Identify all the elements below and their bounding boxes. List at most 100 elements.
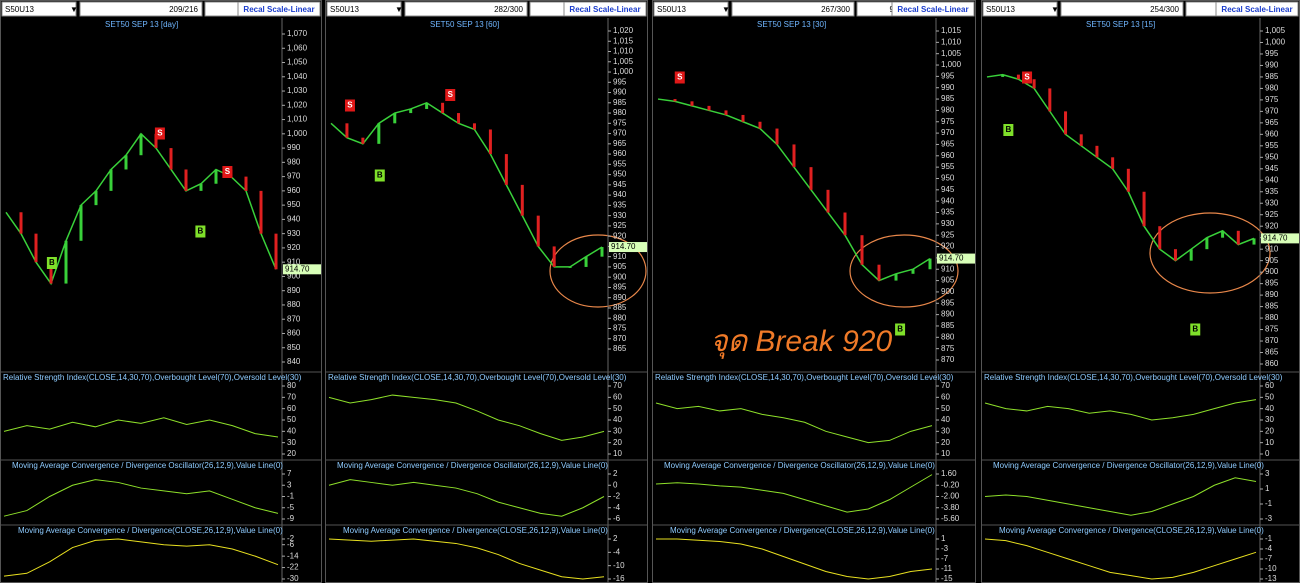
indicator-tick-label: 20 — [941, 438, 950, 447]
last-price-text: 914.70 — [939, 254, 964, 263]
price-tick-label: 860 — [1265, 359, 1279, 368]
indicator-title: Relative Strength Index(CLOSE,14,30,70),… — [984, 373, 1283, 382]
candle — [724, 110, 728, 115]
recal-button[interactable] — [563, 1, 647, 17]
indicator-tick-label: -22 — [287, 563, 299, 572]
price-tick-label: 940 — [287, 215, 301, 224]
candle — [1221, 230, 1225, 238]
price-tick-label: 860 — [287, 329, 301, 338]
rsi-line — [328, 394, 605, 441]
recal-button[interactable] — [237, 1, 321, 17]
last-price-tag — [1261, 233, 1299, 244]
indicator-tick-label: 3 — [287, 480, 292, 489]
symbol-dropdown[interactable] — [982, 1, 1058, 17]
indicator-tick-label: 70 — [613, 381, 622, 390]
indicator-tick-label: -10 — [1265, 564, 1277, 573]
price-tick-label: 905 — [613, 262, 627, 271]
candle — [1048, 88, 1052, 112]
symbol-dropdown[interactable] — [1, 1, 77, 17]
candle — [741, 114, 745, 122]
price-tick-label: 910 — [287, 257, 301, 266]
price-tick-label: 980 — [1265, 84, 1279, 93]
price-tick-label: 1,060 — [287, 43, 308, 52]
price-tick-label: 995 — [613, 77, 627, 86]
price-tick-label: 900 — [613, 272, 627, 281]
price-tick-label: 985 — [941, 94, 955, 103]
price-tick-label: 990 — [1265, 61, 1279, 70]
last-price-tag — [283, 264, 321, 275]
candle — [361, 137, 365, 144]
price-tick-label: 985 — [613, 98, 627, 107]
indicator-tick-label: -1 — [287, 492, 295, 501]
candle — [49, 262, 53, 284]
signal-marker — [445, 89, 456, 101]
price-tick-label: 880 — [613, 313, 627, 322]
price-tick-label: 970 — [941, 128, 955, 137]
price-tick-label: 990 — [941, 83, 955, 92]
candle — [441, 102, 445, 114]
indicator-tick-label: -5 — [287, 503, 295, 512]
indicator-tick-label: 70 — [287, 392, 296, 401]
indicator-tick-label: -5.60 — [941, 514, 960, 523]
indicator-tick-label: -7 — [1265, 554, 1273, 563]
indicator-tick-label: 50 — [613, 404, 622, 413]
indicator-tick-label: -6 — [613, 514, 621, 523]
candle — [1064, 111, 1068, 135]
price-tick-label: 910 — [1265, 244, 1279, 253]
indicator-tick-label: -13 — [1265, 574, 1277, 583]
price-tick-label: 1,000 — [613, 67, 634, 76]
recal-button[interactable] — [891, 1, 975, 17]
chart-title: SET50 SEP 13 [day] — [105, 20, 178, 29]
candle — [409, 108, 413, 114]
indicator-tick-label: -11 — [941, 564, 953, 573]
price-tick-label: 985 — [1265, 72, 1279, 81]
price-tick-label: 905 — [941, 276, 955, 285]
indicator-title: Moving Average Convergence / Divergence(… — [18, 526, 283, 535]
indicator-tick-label: 60 — [613, 392, 622, 401]
price-tick-label: 1,015 — [613, 36, 634, 45]
signal-marker — [674, 71, 685, 84]
signal-label: B — [1192, 325, 1198, 334]
price-tick-label: 950 — [613, 170, 627, 179]
signal-label: S — [157, 129, 163, 138]
indicator-tick-label: 1 — [941, 534, 946, 543]
recal-button-text: Recal Scale-Linear — [569, 5, 640, 14]
price-tick-label: 870 — [1265, 336, 1279, 345]
symbol-text: S50U13 — [5, 5, 34, 14]
price-tick-label: 900 — [941, 287, 955, 296]
symbol-dropdown[interactable] — [326, 1, 402, 17]
price-tick-label: 1,040 — [287, 72, 308, 81]
candle — [758, 121, 762, 129]
macd2-line — [3, 538, 279, 577]
symbol-dropdown[interactable] — [653, 1, 729, 17]
indicator-tick-label: -7 — [941, 554, 949, 563]
price-tick-label: 990 — [613, 88, 627, 97]
price-tick-label: 945 — [613, 180, 627, 189]
price-tick-label: 1,070 — [287, 29, 308, 38]
candle — [600, 247, 604, 257]
indicator-tick-label: 3 — [1265, 469, 1270, 478]
indicator-tick-label: -2.00 — [941, 492, 960, 501]
indicator-tick-label: 60 — [287, 404, 296, 413]
price-tick-label: 885 — [1265, 302, 1279, 311]
signal-label: B — [49, 258, 55, 267]
indicator-tick-label: -1 — [1265, 499, 1273, 508]
candle — [377, 123, 381, 144]
indicator-tick-label: -4 — [613, 547, 621, 556]
price-tick-label: 875 — [941, 344, 955, 353]
indicator-tick-label: 20 — [1265, 426, 1274, 435]
indicator-tick-label: 2 — [613, 469, 618, 478]
price-tick-label: 885 — [613, 303, 627, 312]
symbol-text: S50U13 — [657, 5, 686, 14]
price-tick-label: 945 — [941, 185, 955, 194]
price-tick-label: 925 — [941, 230, 955, 239]
price-tick-label: 995 — [941, 71, 955, 80]
price-tick-label: 930 — [287, 229, 301, 238]
indicator-tick-label: 40 — [941, 415, 950, 424]
price-tick-label: 895 — [613, 283, 627, 292]
candle — [775, 128, 779, 145]
recal-button[interactable] — [1215, 1, 1299, 17]
indicator-tick-label: 30 — [287, 438, 296, 447]
signal-marker — [195, 225, 206, 238]
